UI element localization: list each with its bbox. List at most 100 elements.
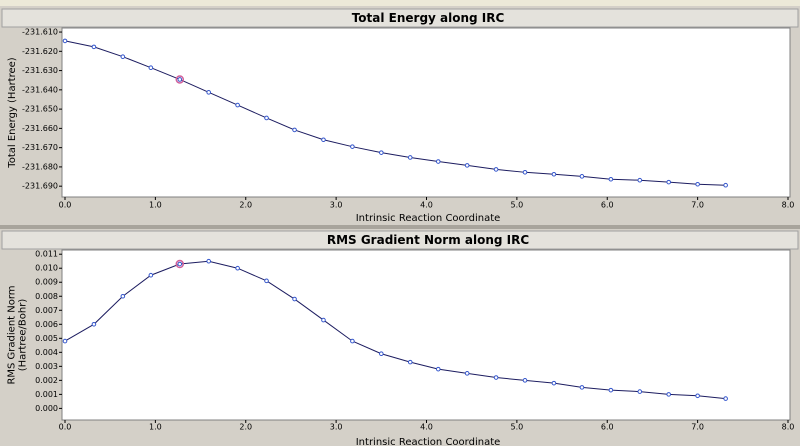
x-tick-label: 6.0 [601, 201, 614, 210]
x-tick-label: 8.0 [782, 423, 795, 432]
x-tick-label: 4.0 [420, 201, 433, 210]
data-point [579, 385, 585, 390]
highlighted-point [175, 75, 185, 84]
data-point [292, 127, 297, 133]
y-tick-label: 0.006 [35, 320, 58, 329]
y-tick-label: -231.620 [22, 47, 58, 56]
panel-divider [0, 225, 800, 229]
data-point [695, 393, 700, 399]
y-tick-label: -231.690 [22, 182, 58, 191]
data-point [579, 174, 585, 179]
data-point [206, 258, 211, 264]
data-point [407, 155, 413, 160]
plot-area [61, 27, 791, 198]
data-point [464, 163, 470, 168]
x-tick-label: 0.0 [59, 423, 72, 432]
y-tick-label: 0.011 [35, 250, 58, 259]
x-tick-label: 2.0 [239, 201, 252, 210]
data-point [379, 150, 384, 155]
x-tick-label: 1.0 [149, 201, 162, 210]
data-point [235, 265, 240, 271]
x-tick-label: 7.0 [691, 423, 704, 432]
plot-area [61, 249, 791, 421]
x-tick-label: 4.0 [420, 423, 433, 432]
y-tick-label: 0.003 [35, 362, 58, 371]
x-tick-label: 6.0 [601, 423, 614, 432]
data-point [637, 177, 643, 183]
y-tick-label: -231.660 [22, 124, 58, 133]
data-point [120, 293, 126, 299]
data-point [321, 317, 326, 323]
data-point [637, 389, 643, 394]
data-point [321, 137, 326, 143]
y-tick-label: 0.004 [35, 348, 58, 357]
data-point [695, 181, 700, 187]
x-axis-title: Intrinsic Reaction Coordinate [356, 437, 501, 446]
data-point [551, 171, 557, 177]
y-tick-label: 0.009 [35, 278, 58, 287]
y-tick-label: 0.008 [35, 292, 58, 301]
data-point [493, 167, 499, 172]
y-tick-label: -231.630 [22, 66, 58, 75]
y-tick-label: 0.000 [35, 404, 58, 413]
data-point [522, 170, 528, 175]
data-point [120, 54, 126, 60]
x-tick-label: 7.0 [691, 201, 704, 210]
data-point [350, 144, 355, 149]
y-axis-title: Total Energy (Hartree) [7, 57, 18, 168]
y-tick-label: -231.650 [22, 105, 58, 114]
data-point [292, 296, 297, 302]
data-point [264, 278, 269, 284]
y-tick-label: 0.001 [35, 390, 58, 399]
x-tick-label: 0.0 [59, 201, 72, 210]
data-point [62, 38, 68, 44]
data-point [350, 338, 355, 344]
x-tick-label: 5.0 [511, 423, 524, 432]
data-point [148, 65, 154, 70]
highlighted-point [175, 259, 185, 269]
x-tick-label: 8.0 [782, 201, 795, 210]
y-axis-title: RMS Gradient Norm [7, 285, 18, 384]
x-tick-label: 2.0 [239, 423, 252, 432]
data-point [206, 90, 211, 95]
x-tick-label: 1.0 [149, 423, 162, 432]
data-point [91, 321, 97, 327]
data-point [551, 380, 557, 386]
y-tick-label: -231.680 [22, 162, 58, 171]
y-axis-title: (Hartree/Bohr) [18, 299, 29, 372]
y-tick-label: 0.002 [35, 376, 58, 385]
data-point [493, 375, 499, 380]
y-tick-label: 0.010 [35, 264, 58, 273]
data-point [235, 102, 240, 108]
data-point [723, 396, 728, 401]
y-tick-label: -231.610 [22, 28, 58, 37]
data-point [407, 359, 413, 365]
data-point [91, 44, 97, 50]
y-tick-label: 0.005 [35, 334, 58, 343]
x-tick-label: 3.0 [330, 423, 343, 432]
data-point [177, 261, 183, 267]
data-point [723, 182, 728, 188]
y-tick-label: 0.007 [35, 306, 58, 315]
data-point [435, 159, 441, 164]
x-tick-label: 3.0 [330, 201, 343, 210]
y-tick-label: -231.640 [22, 85, 58, 94]
data-point [62, 338, 68, 344]
data-point [608, 176, 614, 182]
data-point [666, 392, 672, 397]
data-point [177, 77, 183, 82]
chart-title: RMS Gradient Norm along IRC [327, 233, 530, 247]
data-point [148, 272, 154, 278]
data-point [379, 351, 384, 357]
data-point [522, 378, 528, 383]
data-point [435, 366, 441, 372]
data-point [666, 179, 672, 185]
chart-title: Total Energy along IRC [352, 11, 505, 25]
data-line [64, 260, 726, 400]
data-line [64, 40, 726, 186]
x-axis-title: Intrinsic Reaction Coordinate [356, 213, 501, 224]
x-tick-label: 5.0 [511, 201, 524, 210]
data-point [608, 387, 614, 393]
